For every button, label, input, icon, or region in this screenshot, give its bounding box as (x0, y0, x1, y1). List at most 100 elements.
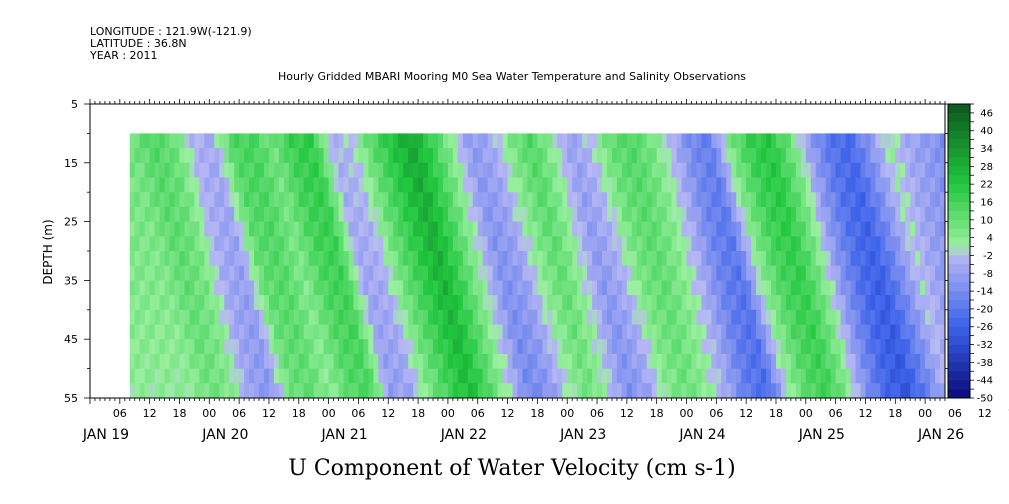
heatmap-cell-390 (234, 309, 240, 325)
heatmap-cell-1090 (428, 280, 434, 296)
heatmap-cell-1819 (631, 148, 638, 164)
heatmap-cell-2105 (706, 383, 712, 399)
heatmap-cell-2354 (775, 339, 782, 355)
heatmap-cell-2506 (820, 192, 827, 208)
heatmap-cell-2182 (731, 192, 737, 208)
heatmap-cell-104 (154, 339, 160, 355)
heatmap-cell-965 (393, 295, 399, 311)
heatmap-cell-283 (204, 324, 210, 340)
heatmap-cell-2223 (741, 265, 747, 281)
heatmap-cell-2643 (855, 353, 861, 369)
heatmap-cell-1004 (403, 339, 409, 355)
heatmap-cell-1857 (641, 177, 648, 193)
heatmap-cell-1860 (641, 221, 648, 237)
heatmap-cell-2682 (870, 133, 876, 149)
heatmap-cell-914 (378, 339, 384, 355)
heatmap-cell-2799 (900, 265, 906, 281)
heatmap-cell-2600 (845, 251, 851, 267)
heatmap-cell-629 (298, 383, 305, 399)
heatmap-cell-6 (129, 221, 136, 237)
heatmap-cell-1634 (577, 339, 583, 355)
heatmap-cell-2400 (790, 221, 797, 237)
heatmap-cell-1550 (557, 162, 563, 178)
heatmap-cell-2770 (890, 368, 896, 384)
heatmap-cell-950 (388, 339, 394, 355)
heatmap-cell-1733 (606, 206, 613, 222)
heatmap-cell-2192 (731, 339, 737, 355)
heatmap-cell-266 (199, 339, 205, 355)
heatmap-cell-2403 (790, 265, 797, 281)
heatmap-cell-2856 (915, 309, 921, 325)
heatmap-cell-428 (244, 339, 250, 355)
heatmap-cell-816 (353, 221, 359, 237)
heatmap-cell-2210 (736, 339, 742, 355)
heatmap-cell-1413 (517, 265, 523, 281)
heatmap-cell-570 (283, 309, 290, 325)
heatmap-cell-2947 (940, 324, 946, 340)
heatmap-cell-2608 (845, 368, 851, 384)
heatmap-cell-219 (189, 177, 195, 193)
heatmap-cell-2592 (845, 133, 851, 149)
heatmap-cell-1728 (606, 133, 613, 149)
heatmap-cell-2508 (820, 221, 827, 237)
heatmap-cell-1364 (502, 339, 508, 355)
heatmap-cell-1204 (457, 368, 464, 384)
heatmap-cell-147 (169, 177, 175, 193)
heatmap-cell-334 (219, 280, 225, 296)
heatmap-cell-818 (353, 251, 359, 267)
heatmap-cell-1705 (597, 324, 603, 340)
heatmap-cell-882 (373, 133, 379, 149)
heatmap-cell-1188 (457, 133, 464, 149)
heatmap-cell-1104 (432, 221, 439, 237)
heatmap-cell-658 (308, 280, 315, 296)
heatmap-cell-1962 (671, 133, 677, 149)
heatmap-cell-1739 (606, 295, 613, 311)
heatmap-cell-1050 (418, 221, 424, 237)
heatmap-cell-758 (338, 162, 344, 178)
heatmap-cell-2083 (701, 324, 707, 340)
heatmap-cell-451 (254, 148, 260, 164)
heatmap-cell-1082 (428, 162, 434, 178)
heatmap-cell-35 (134, 383, 141, 399)
heatmap-cell-1667 (587, 295, 593, 311)
heatmap-cell-2155 (721, 324, 727, 340)
heatmap-cell-1229 (467, 206, 474, 222)
heatmap-cell-2397 (790, 177, 797, 193)
heatmap-cell-1109 (432, 295, 439, 311)
heatmap-cell-1329 (492, 353, 499, 369)
heatmap-cell-2452 (805, 192, 812, 208)
heatmap-cell-687 (318, 177, 325, 193)
heatmap-cell-610 (293, 368, 300, 384)
heatmap-cell-2296 (761, 280, 767, 296)
heatmap-cell-1226 (467, 162, 474, 178)
heatmap-cell-1952 (666, 251, 672, 267)
heatmap-cell-656 (308, 251, 315, 267)
heatmap-cell-2130 (716, 221, 722, 237)
heatmap-cell-855 (363, 265, 369, 281)
heatmap-cell-2773 (895, 148, 901, 164)
heatmap-cell-2310 (766, 221, 772, 237)
heatmap-cell-2751 (885, 353, 891, 369)
heatmap-cell-577 (288, 148, 295, 164)
heatmap-cell-968 (393, 339, 399, 355)
heatmap-cell-2355 (775, 353, 782, 369)
heatmap-cell-1386 (512, 133, 518, 149)
heatmap-cell-573 (283, 353, 290, 369)
heatmap-cell-2710 (875, 280, 881, 296)
heatmap-cell-2886 (925, 221, 931, 237)
heatmap-cell-242 (194, 251, 200, 267)
heatmap-cell-1231 (467, 236, 474, 252)
heatmap-cell-662 (308, 339, 315, 355)
heatmap-cell-288 (209, 133, 215, 149)
heatmap-cell-898 (373, 368, 379, 384)
heatmap-cell-2701 (875, 148, 881, 164)
heatmap-cell-2032 (686, 368, 692, 384)
heatmap-cell-1439 (522, 383, 528, 399)
heatmap-cell-221 (189, 206, 195, 222)
heatmap-cell-1351 (502, 148, 508, 164)
heatmap-cell-748 (333, 280, 339, 296)
heatmap-cell-1719 (602, 265, 608, 281)
heatmap-cell-346 (224, 192, 230, 208)
heatmap-cell-2438 (800, 251, 807, 267)
heatmap-cell-1236 (467, 309, 474, 325)
